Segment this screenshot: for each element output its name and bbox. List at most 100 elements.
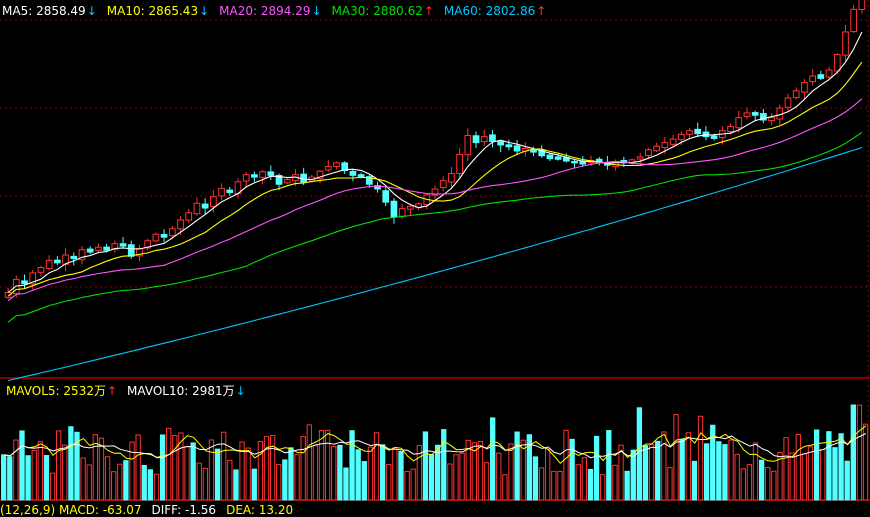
trend-arrow-icon: ↑: [423, 4, 434, 18]
volume-bar: [593, 435, 600, 501]
volume-bar: [483, 462, 490, 501]
candle: [817, 70, 825, 81]
volume-bar: [710, 424, 716, 501]
volume-bar: [13, 439, 19, 501]
volume-bar: [758, 459, 765, 501]
candle: [54, 256, 61, 265]
candle: [95, 243, 102, 253]
candle: [521, 142, 529, 157]
volume-bar: [398, 451, 404, 501]
volume-bar: [490, 417, 496, 501]
volume-bar: [691, 460, 698, 501]
candle: [825, 66, 833, 80]
candle: [653, 142, 661, 153]
volume-bar: [318, 429, 325, 501]
volume-bar: [746, 464, 753, 501]
ma_legend-item: MA20: 2894.29↓: [219, 4, 322, 18]
volume-bar: [343, 467, 349, 501]
volume-bar: [820, 449, 826, 501]
candle: [784, 93, 792, 112]
volume-bar: [716, 441, 722, 501]
trend-arrow-icon: ↓: [235, 384, 246, 398]
volume-bar: [178, 432, 184, 501]
ma10-line: [7, 61, 863, 297]
candle: [70, 252, 78, 266]
candle: [374, 181, 381, 193]
candle: [505, 139, 513, 151]
candle: [809, 69, 816, 86]
candle: [833, 53, 841, 75]
candle: [743, 107, 751, 120]
volume-bar: [257, 441, 264, 501]
moving-average-lines: [7, 31, 863, 382]
volume-bar: [856, 404, 863, 501]
volume-bar: [123, 460, 129, 501]
volume-bar: [538, 467, 545, 501]
volume-bar: [98, 437, 105, 501]
macd-legend: (12,26,9) MACD: -63.07 DIFF: -1.56 DEA: 13…: [0, 503, 303, 517]
mavol10-line: [4, 433, 867, 459]
volume-bar: [600, 474, 606, 501]
volume-bar: [196, 462, 202, 501]
volume-bar: [850, 404, 856, 501]
volume-bar: [202, 467, 209, 501]
candle: [407, 204, 414, 216]
vol_legend-item: MAVOL10: 2981万↓: [127, 384, 246, 398]
volume-bar: [349, 430, 355, 501]
volume-bar: [667, 467, 673, 501]
volume-bar: [172, 435, 178, 501]
volume-bar: [1, 454, 7, 501]
volume-bar: [337, 444, 343, 501]
candle: [448, 166, 455, 188]
ma20-line: [7, 98, 863, 302]
candle: [595, 157, 603, 166]
volume-bar: [135, 434, 141, 501]
candle: [86, 246, 94, 255]
volume-bar: [422, 431, 429, 501]
volume-bar: [557, 470, 563, 501]
volume-bar: [661, 431, 667, 501]
candle: [735, 110, 743, 133]
candle: [62, 248, 69, 272]
candle: [136, 244, 143, 262]
candle: [242, 171, 250, 188]
candle: [571, 159, 578, 168]
volume-bar: [251, 468, 257, 501]
volume-bar: [324, 429, 331, 501]
volume-bar: [276, 464, 282, 501]
volume-bar: [569, 438, 575, 501]
volume-bar: [117, 463, 123, 501]
candle: [324, 160, 332, 173]
volume-bar: [838, 433, 844, 501]
volume-panel: [1, 404, 869, 501]
candle: [513, 140, 521, 156]
volume-bar: [111, 471, 117, 501]
candle: [694, 122, 702, 138]
candle: [686, 128, 693, 140]
candle: [349, 168, 357, 182]
volume-bar: [636, 407, 643, 501]
volume-bar: [862, 423, 869, 501]
volume-bar: [740, 468, 746, 501]
volume-bar: [789, 452, 795, 501]
volume-bar: [184, 446, 190, 501]
volume-bar: [673, 414, 679, 501]
volume-bar: [190, 442, 196, 501]
volume-bar: [752, 442, 759, 501]
ma30-line: [7, 131, 863, 323]
candle: [267, 165, 275, 181]
volume-bar: [581, 457, 588, 501]
volume-bar: [392, 447, 398, 501]
volume-bar: [331, 446, 337, 501]
volume-bar: [734, 453, 740, 501]
trend-arrow-icon: ↓: [311, 4, 322, 18]
volume-bar: [453, 454, 459, 501]
candle: [37, 265, 45, 277]
candle: [669, 134, 677, 148]
volume-bar: [86, 464, 92, 501]
volume-legend: MAVOL5: 2532万↑ MAVOL10: 2981万↓: [6, 384, 256, 398]
volume-bar: [447, 463, 453, 501]
candle: [251, 171, 258, 182]
volume-bar: [771, 470, 777, 501]
